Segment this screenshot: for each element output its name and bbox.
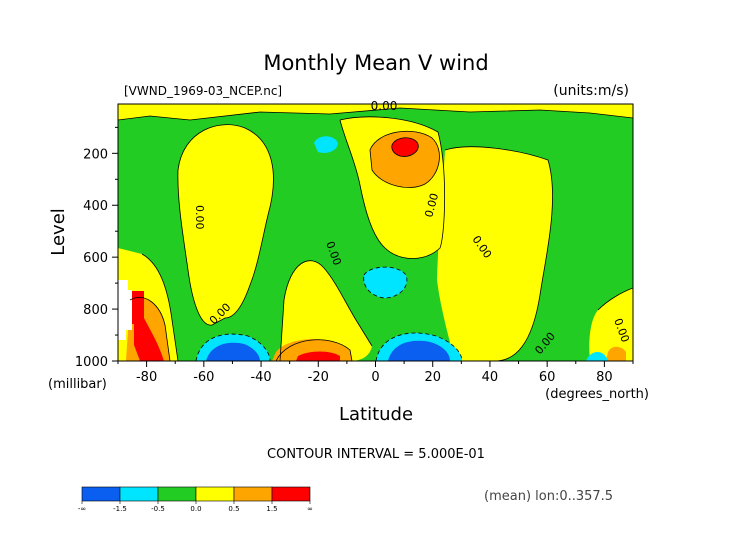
fill-blue-south-core <box>206 342 260 361</box>
y-axis-title: Level <box>48 208 69 256</box>
x-tick-label: -40 <box>250 370 271 385</box>
y-axis-units: (millibar) <box>48 377 107 392</box>
contour-line-mid-lobe <box>279 260 373 361</box>
colorbar-label: 0.0 <box>190 505 201 513</box>
fill-red-subtropic <box>296 351 340 361</box>
x-tick-label: 60 <box>539 370 556 385</box>
colorbar-swatch <box>119 486 159 502</box>
y-tick-label: 400 <box>83 199 108 214</box>
colorbar: -∞ -1.5 -0.5 0.0 0.5 1.5 ∞ <box>78 486 313 513</box>
contour-line-equator-blob <box>363 266 408 299</box>
chart-title: Monthly Mean V wind <box>263 51 488 75</box>
fill-cyan-equator-blob <box>363 267 407 298</box>
x-axis-units: (degrees_north) <box>545 387 649 402</box>
fill-red-south-surface <box>134 315 164 361</box>
fill-yellow-top-strip <box>118 104 633 120</box>
contour-line-south-orange <box>129 297 171 361</box>
y-tick-label: 800 <box>83 303 108 318</box>
x-tick-label: 0 <box>371 370 379 385</box>
contour-line-north-lobe <box>444 146 553 361</box>
colorbar-label: 0.5 <box>228 505 239 513</box>
x-tick-label: -60 <box>193 370 214 385</box>
x-tick-label: -20 <box>308 370 329 385</box>
fill-cyan-north-surface <box>586 351 608 361</box>
contour-line-tropical <box>339 116 446 259</box>
contour-line-jet-inner <box>391 137 419 157</box>
contour-line-south-cyan <box>195 333 271 361</box>
fill-orange-north-surface <box>606 346 626 361</box>
fill-yellow-mid-lobe <box>280 260 372 361</box>
x-tick-label: -80 <box>136 370 157 385</box>
colorbar-swatch <box>195 486 235 502</box>
colorbar-swatch <box>271 486 311 502</box>
y-tick-label: 200 <box>83 147 108 162</box>
fill-blue-trop-core <box>388 340 450 361</box>
contour-label: 0.00 <box>193 205 206 230</box>
fill-red-antarctic-block <box>132 291 144 324</box>
fill-red-jet-core <box>391 137 419 157</box>
contour-line-jet-outer <box>369 130 440 188</box>
fill-yellow-south-tongue <box>177 124 274 326</box>
contour-line-subtropic-orange <box>275 339 353 361</box>
colorbar-label: -∞ <box>78 505 86 513</box>
fill-yellow-polar-north <box>589 288 633 361</box>
contour-lines <box>118 107 633 361</box>
fill-yellow-north-lobe <box>437 146 553 361</box>
fill-orange-jet <box>370 131 440 188</box>
y-tick-label: 600 <box>83 251 108 266</box>
y-tick-label: 1000 <box>75 355 108 370</box>
contour-line-south-tongue <box>177 124 274 326</box>
axes: -80 -60 -40 -20 0 20 40 60 80 200 400 600 800 1000 <box>75 126 634 385</box>
contour-line-trop-cyan <box>375 332 463 361</box>
footer-text: (mean) lon:0..357.5 <box>484 489 613 504</box>
file-label: [VWND_1969-03_NCEP.nc] <box>124 84 282 98</box>
units-label: (units:m/s) <box>553 83 629 99</box>
contour-line-top <box>118 107 633 121</box>
contour-line-north-polar <box>597 287 633 311</box>
contour-label: 0.00 <box>371 99 398 113</box>
colorbar-label: -1.5 <box>113 505 127 513</box>
colorbar-swatch <box>233 486 273 502</box>
colorbar-swatch <box>157 486 197 502</box>
contour-line-south-polar <box>141 253 179 361</box>
fill-cyan-small-upper <box>314 136 338 153</box>
fill-white-antarctica <box>118 280 132 340</box>
colorbar-label: ∞ <box>307 505 313 513</box>
colorbar-label: -0.5 <box>151 505 165 513</box>
contour-fill <box>118 104 633 361</box>
x-tick-label: 20 <box>424 370 441 385</box>
colorbar-label: 1.5 <box>266 505 277 513</box>
contour-label: 0.00 <box>422 192 441 219</box>
colorbar-swatch <box>81 486 121 502</box>
x-tick-label: 80 <box>596 370 613 385</box>
x-axis-title: Latitude <box>339 404 413 425</box>
contour-interval: CONTOUR INTERVAL = 5.000E-01 <box>267 447 485 462</box>
x-tick-label: 40 <box>482 370 499 385</box>
